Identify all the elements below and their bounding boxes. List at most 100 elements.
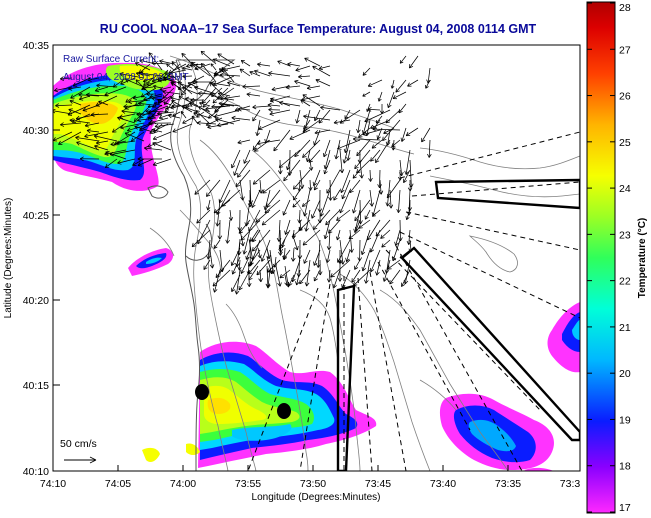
x-tick-label: 73:55: [235, 478, 261, 490]
current-vector: [265, 265, 271, 288]
current-vector: [162, 89, 181, 95]
current-vector: [54, 86, 73, 93]
current-vector: [375, 219, 391, 237]
current-vector: [220, 65, 241, 72]
current-vector: [349, 179, 361, 194]
current-vector: [104, 158, 118, 168]
current-vector: [281, 238, 286, 248]
y-axis-label: Latitude (Degrees:Minutes): [3, 198, 14, 319]
current-vector: [143, 146, 163, 151]
current-vector: [389, 269, 401, 285]
current-vector: [396, 189, 401, 213]
current-vector: [181, 104, 199, 113]
current-vector: [294, 139, 311, 157]
current-vector: [356, 119, 361, 134]
current-vector: [372, 126, 401, 132]
current-vector: [104, 86, 127, 97]
current-vector: [386, 179, 401, 199]
current-vector: [84, 131, 109, 139]
current-vector: [366, 103, 371, 112]
current-vector: [181, 53, 199, 71]
sst-patch-raritan: [128, 248, 174, 276]
colorbar-tick-label: 19: [619, 414, 631, 426]
current-vector: [217, 219, 223, 240]
current-vector: [85, 92, 109, 98]
current-vector: [332, 269, 341, 289]
buoy-marker: [277, 403, 291, 419]
current-vector: [278, 149, 301, 168]
current-vector: [282, 199, 291, 216]
y-tick-labels: 40:35 40:30 40:25 40:20 40:15 40:10: [23, 40, 49, 478]
current-vector: [70, 86, 91, 99]
current-vector: [252, 139, 261, 151]
current-vector: [286, 159, 291, 171]
current-vector: [336, 229, 341, 241]
x-tick-label: 73:3: [560, 478, 581, 490]
current-vector: [257, 247, 262, 259]
current-vector: [304, 259, 311, 287]
x-tick-label: 74:00: [170, 478, 196, 490]
current-vector: [391, 139, 396, 151]
current-vector: [134, 62, 151, 71]
current-vector: [346, 149, 351, 161]
current-vector: [368, 169, 373, 182]
current-vector: [162, 87, 175, 99]
current-vector: [68, 86, 82, 91]
current-vector: [388, 189, 394, 209]
current-vector: [137, 156, 162, 162]
current-vector: [240, 60, 251, 67]
current-vector: [298, 219, 311, 232]
current-vector: [348, 229, 361, 240]
current-vector: [105, 150, 127, 160]
current-vector: [295, 65, 311, 72]
current-vector: [141, 81, 157, 91]
current-vector: [60, 122, 82, 127]
current-vector: [395, 79, 407, 93]
current-vector: [178, 95, 199, 107]
current-vector: [254, 69, 271, 77]
current-vector: [302, 229, 321, 246]
current-vector: [194, 85, 217, 95]
current-vector: [231, 115, 251, 121]
current-vector: [210, 81, 231, 87]
current-vector: [409, 55, 419, 69]
current-vector: [375, 139, 391, 164]
current-vector: [139, 71, 163, 77]
current-vector: [295, 109, 301, 124]
current-vector: [269, 109, 291, 116]
current-vector: [151, 96, 163, 101]
current-vector: [318, 109, 331, 124]
current-vector: [262, 179, 281, 194]
current-vector: [243, 149, 251, 164]
current-vector: [398, 103, 407, 114]
current-vector: [130, 131, 145, 142]
current-vector: [339, 109, 361, 124]
plot-content: Raw Surface Current: August 04, 2008 01:…: [53, 50, 580, 471]
current-vector: [172, 123, 193, 133]
current-vector: [182, 117, 193, 124]
x-tick-labels: 74:10 74:05 74:00 73:55 73:50 73:45 73:4…: [40, 478, 581, 490]
current-vector: [75, 135, 100, 142]
current-vector: [191, 79, 210, 85]
current-vector: [257, 62, 271, 67]
current-vector: [230, 149, 241, 169]
current-vector: [344, 109, 351, 120]
current-vector: [266, 256, 274, 275]
current-vector: [177, 81, 193, 95]
current-vector: [367, 79, 383, 87]
raw-current-date: August 04, 2008 01:00 GMT: [63, 72, 189, 83]
current-vector: [405, 209, 411, 220]
current-vector: [93, 134, 118, 142]
current-vector: [196, 120, 217, 126]
current-vector: [152, 131, 172, 141]
current-vector: [152, 141, 172, 151]
current-vector: [217, 87, 235, 100]
y-tick-label: 40:15: [23, 380, 49, 392]
scale-label: 50 cm/s: [60, 438, 97, 450]
current-vector: [376, 127, 383, 140]
plot-frame: [52, 44, 581, 472]
current-vector: [328, 219, 341, 234]
current-vector: [203, 259, 211, 270]
current-vector: [84, 122, 100, 128]
current-vector: [137, 117, 157, 123]
